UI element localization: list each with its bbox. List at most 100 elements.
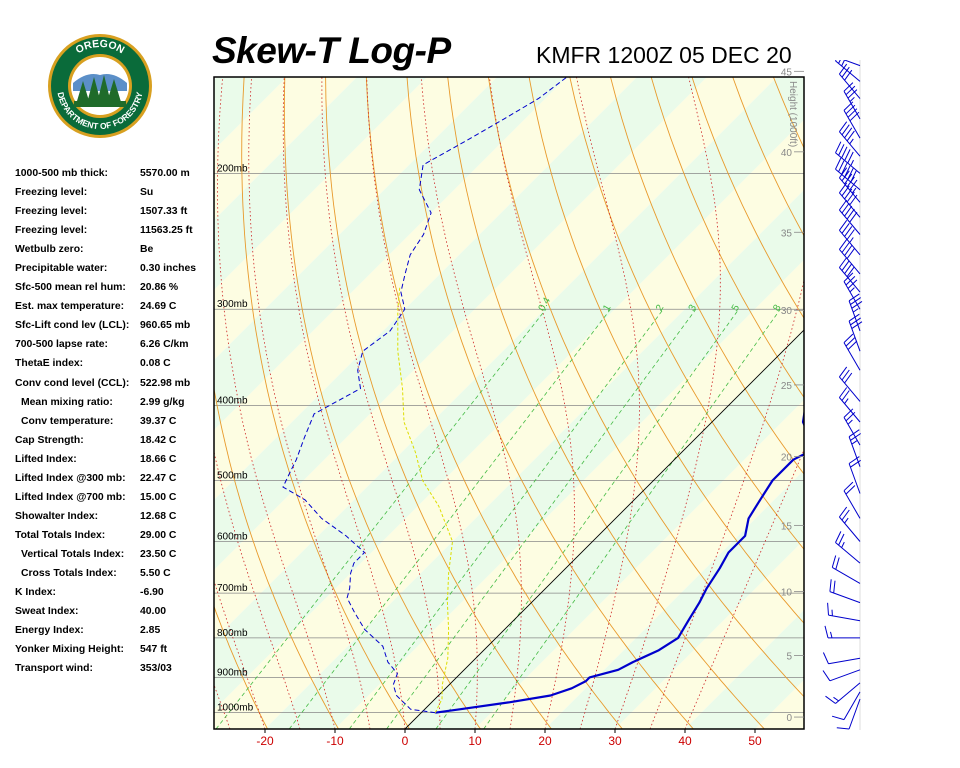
index-row: 1000-500 mb thick: 5570.00 m <box>15 168 215 187</box>
dry-adiabat <box>487 77 804 698</box>
temp-tick-label: 40 <box>678 734 692 748</box>
moist-adiabat <box>56 77 125 729</box>
index-value: 0.08 C <box>140 358 171 370</box>
dry-adiabat <box>447 77 765 729</box>
index-row: Total Totals Index: 29.00 C <box>15 530 215 549</box>
index-label: Sfc-500 mean rel hum: <box>15 282 126 294</box>
moist-adiabat <box>614 77 721 729</box>
index-label: Freezing level: <box>15 225 88 237</box>
mixing-ratio-line <box>215 308 547 729</box>
index-value: 40.00 <box>140 606 167 618</box>
pressure-label: 400mb <box>217 396 248 407</box>
wind-barb <box>838 182 861 218</box>
dewpoint-line <box>282 77 568 714</box>
temp-tick-label: 30 <box>608 734 622 748</box>
dry-adiabat <box>241 77 410 729</box>
isotherm-band <box>685 610 804 729</box>
index-label: Cap Strength: <box>15 434 84 446</box>
index-value: 5570.00 m <box>140 168 190 179</box>
index-value: 18.42 C <box>140 434 177 446</box>
dry-adiabat <box>610 77 804 475</box>
index-row: Precipitable water: 0.30 inches <box>15 263 215 282</box>
index-label: ThetaE index: <box>15 358 84 370</box>
index-value: 39.37 C <box>140 415 177 427</box>
mixing-ratio-line <box>348 308 664 729</box>
mixing-ratio-label: 5 <box>730 303 743 314</box>
wind-barb <box>838 387 861 423</box>
height-tick-label: 40 <box>781 148 793 159</box>
pressure-label: 500mb <box>217 470 248 481</box>
index-label: Cross Totals Index: <box>21 567 117 579</box>
moist-adiabat <box>684 448 804 729</box>
index-value: 24.69 C <box>140 301 177 313</box>
index-value: 18.66 C <box>140 453 177 465</box>
wind-barb <box>824 625 860 639</box>
wind-barb <box>825 682 861 704</box>
isotherm-band <box>545 470 804 729</box>
index-value: 547 ft <box>140 644 168 656</box>
index-value: 29.00 C <box>140 529 177 541</box>
mixing-ratio-label: 2 <box>654 303 667 314</box>
wind-barb <box>848 456 861 494</box>
index-label: Showalter Index: <box>15 510 99 522</box>
height-axis-label: Height (1000ft) <box>787 81 798 147</box>
index-row: ThetaE index: 0.08 C <box>15 358 215 377</box>
wind-barb <box>838 366 861 402</box>
moist-adiabat <box>321 77 441 729</box>
height-tick-label: 45 <box>781 67 793 78</box>
index-value: Su <box>140 187 154 199</box>
height-tick-label: 5 <box>786 651 792 662</box>
isotherm-band <box>475 400 804 729</box>
pressure-label: 700mb <box>217 583 248 594</box>
height-axis: Height (1000ft)05101520253035404550 <box>781 67 804 724</box>
wind-barb-column <box>822 60 863 730</box>
dry-adiabat <box>528 77 804 624</box>
wind-barb <box>843 408 861 446</box>
index-row: Vertical Totals Index: 23.50 C <box>15 549 215 568</box>
index-value: 20.86 % <box>140 282 179 294</box>
index-value: 23.50 C <box>140 548 177 560</box>
height-tick-label: 30 <box>781 306 793 317</box>
index-label: Precipitable water: <box>15 263 108 275</box>
dry-adiabat <box>325 77 552 729</box>
mixing-ratio-label: 3 <box>687 303 700 314</box>
index-label: Yonker Mixing Height: <box>15 644 124 656</box>
skew-t-diagram: 0.4 1 2 3 5 8200mb300mb400mb500mb600mb700mb80… <box>56 67 805 748</box>
mixing-ratio-line <box>483 308 781 729</box>
wind-barb <box>843 481 861 519</box>
wind-barb <box>835 60 861 82</box>
dry-adiabat <box>214 386 339 729</box>
dry-adiabat <box>569 77 804 550</box>
isotherm-band <box>214 77 804 710</box>
moist-adiabat <box>420 77 522 729</box>
height-tick-label: 15 <box>781 521 793 532</box>
index-row: Est. max temperature: 24.69 C <box>15 301 215 320</box>
plot-border <box>213 76 805 730</box>
mixing-ratio-label: 8 <box>771 303 784 314</box>
dry-adiabat <box>283 77 481 729</box>
index-value: 0.30 inches <box>140 263 197 275</box>
index-row: Transport wind: 353/03 <box>15 663 215 682</box>
index-row: Freezing level: Su <box>15 187 215 206</box>
index-label: Lifted Index @300 mb: <box>15 472 126 484</box>
moist-adiabat <box>282 77 406 729</box>
dry-adiabat <box>406 77 694 729</box>
index-value: 15.00 C <box>140 491 177 503</box>
wind-barb <box>843 101 861 139</box>
index-label: Conv temperature: <box>21 415 114 427</box>
index-value: 960.65 mb <box>140 320 191 332</box>
index-row: Sfc-500 mean rel hum: 20.86 % <box>15 282 215 301</box>
index-label: Conv cond level (CCL): <box>15 377 130 389</box>
moist-adiabat <box>82 77 160 729</box>
moist-adiabat <box>108 77 195 729</box>
index-row: Mean mixing ratio: 2.99 g/kg <box>15 397 215 416</box>
height-tick-label: 35 <box>781 228 793 239</box>
height-tick-label: 10 <box>781 588 793 599</box>
wind-barb <box>835 157 861 191</box>
plot-area: 0.4 1 2 3 5 8 <box>56 77 804 729</box>
dry-adiabat <box>650 77 804 399</box>
wind-barb <box>829 579 861 604</box>
index-row: Lifted Index @700 mb: 15.00 C <box>15 492 215 511</box>
index-value: 11563.25 ft <box>140 225 193 237</box>
wind-barb <box>838 220 861 256</box>
